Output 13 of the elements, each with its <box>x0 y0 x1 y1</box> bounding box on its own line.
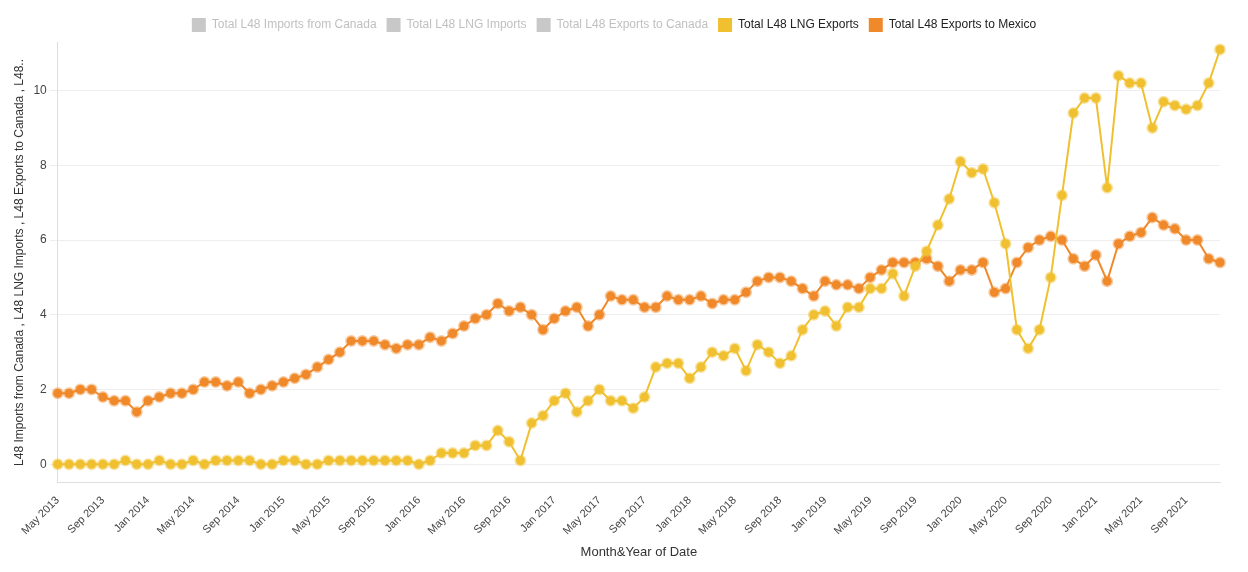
y-tick-label: 0 <box>40 456 48 471</box>
legend-label: Total L48 Exports to Mexico <box>888 17 1037 32</box>
y-tick-label: 6 <box>40 232 48 247</box>
y-tick-label: 4 <box>40 307 48 322</box>
y-tick-label: 2 <box>40 381 48 396</box>
y-axis-title: L48 Imports from Canada , L48 LNG Imports , L48 Exports to Canada , L48.. <box>11 59 26 466</box>
legend-label: Total L48 LNG Exports <box>738 17 859 32</box>
legend-label: Total L48 LNG Imports <box>406 17 527 32</box>
legend-label: Total L48 Imports from Canada <box>211 17 377 32</box>
y-tick-label: 10 <box>33 82 48 97</box>
x-axis-title: Month&Year of Date <box>580 543 698 559</box>
legend-label: Total L48 Exports to Canada <box>556 17 709 32</box>
y-tick-label: 8 <box>40 157 48 172</box>
